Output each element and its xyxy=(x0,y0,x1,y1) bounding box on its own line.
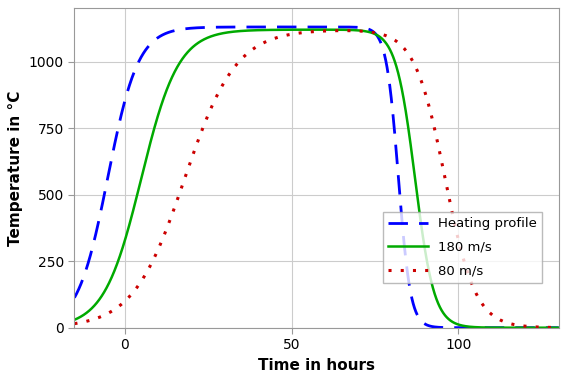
Legend: Heating profile, 180 m/s, 80 m/s: Heating profile, 180 m/s, 80 m/s xyxy=(383,212,543,283)
Y-axis label: Temperature in °C: Temperature in °C xyxy=(9,90,23,246)
X-axis label: Time in hours: Time in hours xyxy=(258,358,375,373)
